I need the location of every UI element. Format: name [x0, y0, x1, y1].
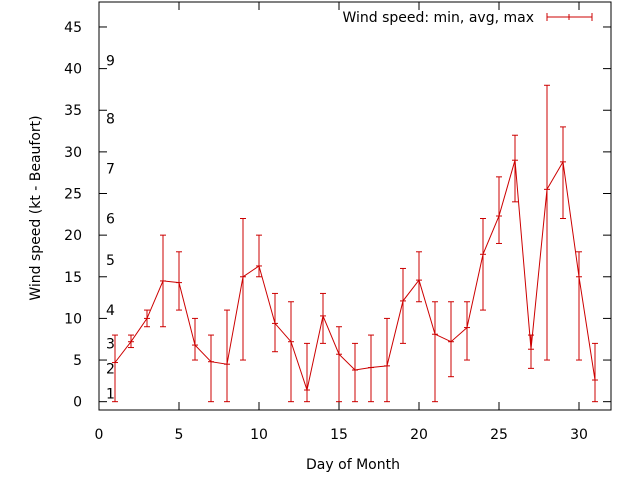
y-tick-label: 10 — [64, 311, 82, 327]
data-point — [176, 251, 182, 311]
data-point — [416, 251, 422, 303]
y-tick-label: 5 — [73, 353, 82, 369]
data-point — [544, 84, 550, 361]
data-point — [384, 317, 390, 403]
beaufort-label: 2 — [106, 361, 115, 377]
beaufort-label: 1 — [106, 386, 115, 402]
y-tick-label: 45 — [64, 20, 82, 36]
data-point — [528, 334, 534, 369]
beaufort-label: 7 — [106, 162, 115, 178]
data-point — [256, 234, 262, 278]
x-axis-label: Day of Month — [306, 457, 400, 473]
x-axis-ticks: 0 5 10 15 20 25 30 — [95, 2, 588, 443]
y-tick-label: 30 — [64, 145, 82, 161]
legend: Wind speed: min, avg, max — [342, 10, 593, 26]
y-tick-label: 0 — [73, 395, 82, 411]
beaufort-label: 4 — [106, 303, 115, 319]
x-tick-label: 25 — [490, 427, 508, 443]
data-point — [112, 334, 118, 403]
series-layer — [112, 84, 598, 403]
y-tick-label: 15 — [64, 270, 82, 286]
x-tick-label: 15 — [330, 427, 348, 443]
data-point — [496, 176, 502, 244]
data-point — [464, 301, 470, 361]
data-point — [448, 301, 454, 378]
data-point — [144, 309, 150, 328]
data-point — [560, 126, 566, 219]
data-point — [512, 134, 518, 203]
y-tick-label: 40 — [64, 62, 82, 78]
data-point — [320, 292, 326, 344]
data-point — [592, 342, 598, 403]
beaufort-label: 9 — [106, 53, 115, 69]
x-tick-label: 30 — [570, 427, 588, 443]
beaufort-label: 8 — [106, 112, 115, 128]
beaufort-label: 3 — [106, 336, 115, 352]
data-point — [272, 292, 278, 353]
data-point — [304, 342, 310, 403]
data-point — [352, 342, 358, 403]
data-point — [432, 301, 438, 403]
y-tick-label: 25 — [64, 187, 82, 203]
data-point — [240, 217, 246, 361]
y-tick-label: 35 — [64, 103, 82, 119]
data-point — [192, 317, 198, 361]
plot-frame — [98, 1, 612, 411]
data-point — [160, 234, 166, 328]
y-tick-label: 20 — [64, 228, 82, 244]
x-tick-label: 10 — [250, 427, 268, 443]
data-point — [224, 309, 230, 403]
x-tick-label: 5 — [175, 427, 184, 443]
beaufort-label: 6 — [106, 211, 115, 227]
data-point — [400, 267, 406, 344]
data-point — [288, 301, 294, 403]
beaufort-scale-labels: 1 2 3 4 5 6 7 8 9 — [106, 53, 115, 402]
y-axis-label: Wind speed (kt - Beaufort) — [28, 115, 44, 300]
x-tick-label: 0 — [95, 427, 104, 443]
data-point — [480, 217, 486, 311]
x-tick-label: 20 — [410, 427, 428, 443]
data-point — [128, 334, 134, 349]
beaufort-label: 5 — [106, 253, 115, 269]
data-point — [208, 334, 214, 403]
data-point — [368, 334, 374, 403]
legend-label: Wind speed: min, avg, max — [342, 10, 534, 26]
data-point — [336, 326, 342, 403]
data-point — [576, 251, 582, 361]
